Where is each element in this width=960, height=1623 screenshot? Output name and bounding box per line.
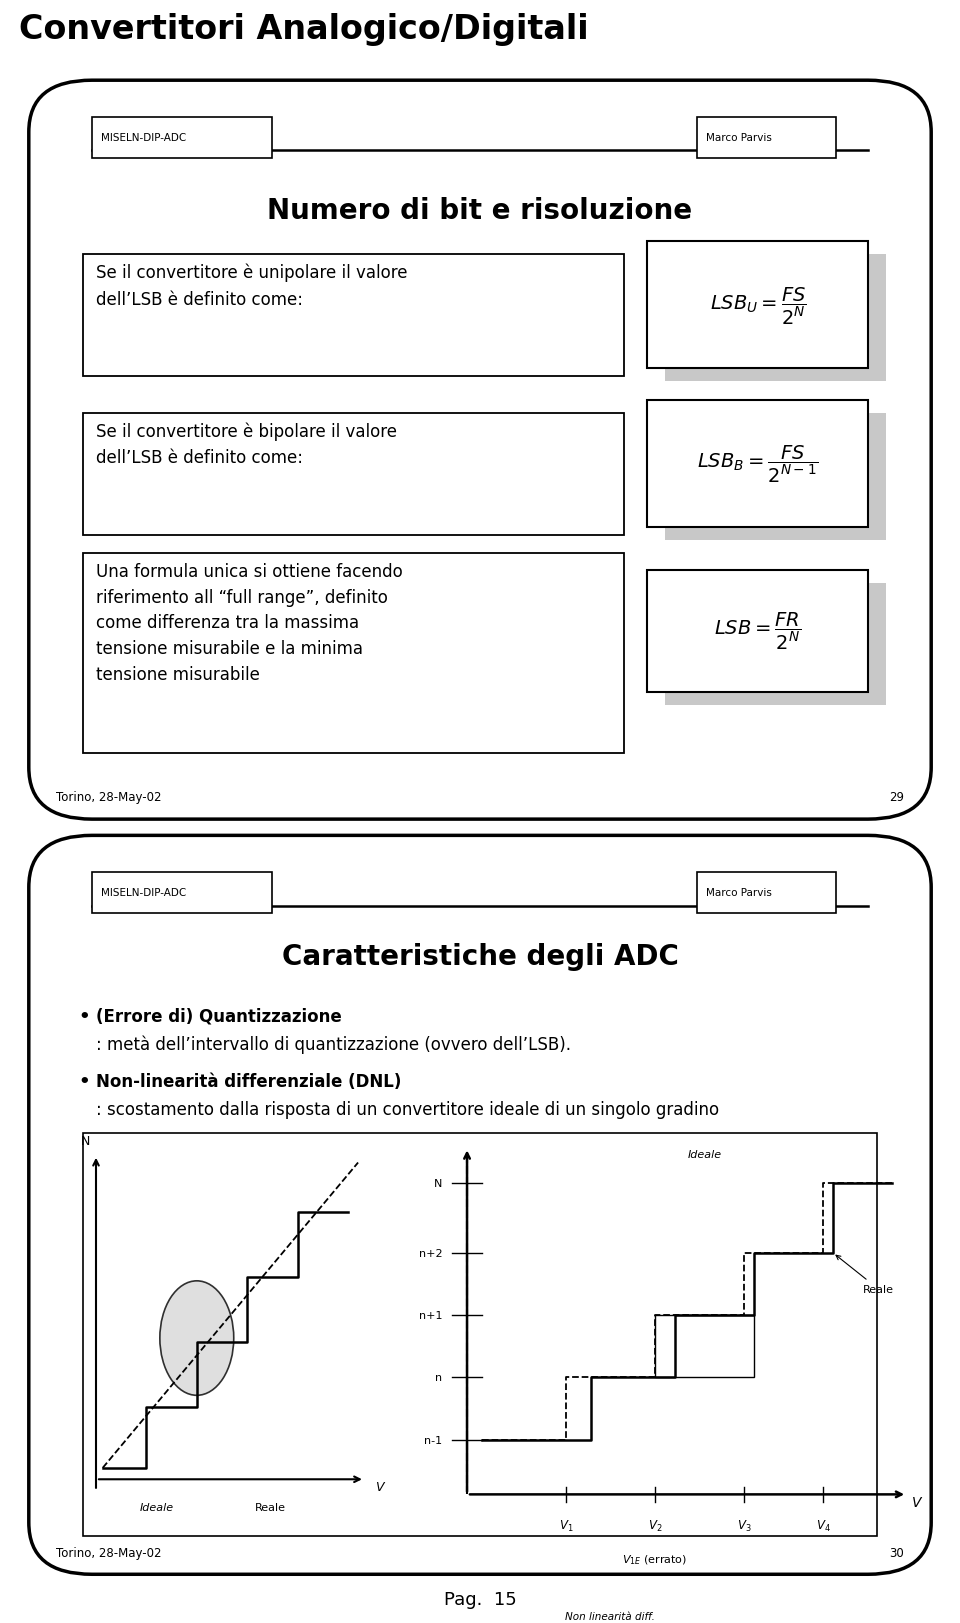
Text: Reale: Reale (836, 1256, 894, 1294)
FancyBboxPatch shape (83, 255, 624, 377)
Text: Non-linearità differenziale (DNL): Non-linearità differenziale (DNL) (96, 1073, 402, 1091)
Text: V: V (912, 1495, 922, 1509)
Text: Ideale: Ideale (687, 1149, 721, 1159)
FancyBboxPatch shape (647, 401, 868, 527)
Text: : scostamento dalla risposta di un convertitore ideale di un singolo gradino: : scostamento dalla risposta di un conve… (96, 1100, 720, 1118)
FancyBboxPatch shape (665, 255, 886, 381)
FancyBboxPatch shape (83, 1133, 877, 1535)
Ellipse shape (159, 1281, 234, 1396)
Text: $LSB = \dfrac{FR}{2^N}$: $LSB = \dfrac{FR}{2^N}$ (714, 610, 802, 652)
Text: Se il convertitore è bipolare il valore
dell’LSB è definito come:: Se il convertitore è bipolare il valore … (96, 422, 397, 467)
FancyBboxPatch shape (647, 571, 868, 693)
Text: V: V (374, 1480, 383, 1493)
FancyBboxPatch shape (83, 553, 624, 753)
FancyBboxPatch shape (29, 81, 931, 820)
FancyBboxPatch shape (647, 242, 868, 368)
Text: •: • (79, 1073, 90, 1091)
Text: Convertitori Analogico/Digitali: Convertitori Analogico/Digitali (19, 13, 588, 45)
Text: Torino, 28-May-02: Torino, 28-May-02 (56, 1545, 161, 1558)
FancyBboxPatch shape (92, 873, 273, 914)
Text: •: • (79, 1008, 90, 1026)
Text: (Errore di) Quantizzazione: (Errore di) Quantizzazione (96, 1008, 342, 1026)
Text: n+2: n+2 (419, 1248, 443, 1258)
FancyBboxPatch shape (29, 836, 931, 1574)
FancyBboxPatch shape (697, 118, 836, 159)
Text: N: N (82, 1134, 90, 1147)
Text: Pag.  15: Pag. 15 (444, 1591, 516, 1608)
Text: Caratteristiche degli ADC: Caratteristiche degli ADC (281, 943, 679, 971)
Text: Non linearità diff.: Non linearità diff. (565, 1612, 656, 1621)
Text: $V_3$: $V_3$ (736, 1518, 751, 1532)
Text: $LSB_B = \dfrac{FS}{2^{N-1}}$: $LSB_B = \dfrac{FS}{2^{N-1}}$ (697, 443, 819, 485)
FancyBboxPatch shape (665, 414, 886, 540)
Text: $V_2$: $V_2$ (648, 1518, 662, 1532)
FancyBboxPatch shape (665, 583, 886, 704)
Text: $V_1$: $V_1$ (559, 1518, 573, 1532)
Text: Se il convertitore è unipolare il valore
dell’LSB è definito come:: Se il convertitore è unipolare il valore… (96, 263, 408, 308)
Text: Numero di bit e risoluzione: Numero di bit e risoluzione (268, 196, 692, 224)
Text: 30: 30 (889, 1545, 904, 1558)
Text: n: n (435, 1373, 443, 1383)
FancyBboxPatch shape (83, 414, 624, 536)
Text: $V_4$: $V_4$ (816, 1518, 830, 1532)
Text: Una formula unica si ottiene facendo
riferimento all “full range”, definito
come: Una formula unica si ottiene facendo rif… (96, 563, 403, 683)
Text: : metà dell’intervallo di quantizzazione (ovvero dell’LSB).: : metà dell’intervallo di quantizzazione… (96, 1035, 571, 1053)
Text: n+1: n+1 (419, 1310, 443, 1319)
Text: $V_{1E}$ (errato): $V_{1E}$ (errato) (622, 1553, 687, 1566)
Text: Torino, 28-May-02: Torino, 28-May-02 (56, 790, 161, 803)
Text: N: N (434, 1178, 443, 1188)
Text: MISELN-DIP-ADC: MISELN-DIP-ADC (101, 888, 186, 898)
Text: Reale: Reale (255, 1501, 286, 1513)
Text: Ideale: Ideale (139, 1501, 174, 1513)
Text: n-1: n-1 (424, 1435, 443, 1444)
Text: Marco Parvis: Marco Parvis (706, 888, 772, 898)
FancyBboxPatch shape (697, 873, 836, 914)
Text: $LSB_U = \dfrac{FS}{2^N}$: $LSB_U = \dfrac{FS}{2^N}$ (709, 286, 806, 326)
Text: MISELN-DIP-ADC: MISELN-DIP-ADC (101, 133, 186, 143)
FancyBboxPatch shape (92, 118, 273, 159)
Text: 29: 29 (889, 790, 904, 803)
Text: Marco Parvis: Marco Parvis (706, 133, 772, 143)
